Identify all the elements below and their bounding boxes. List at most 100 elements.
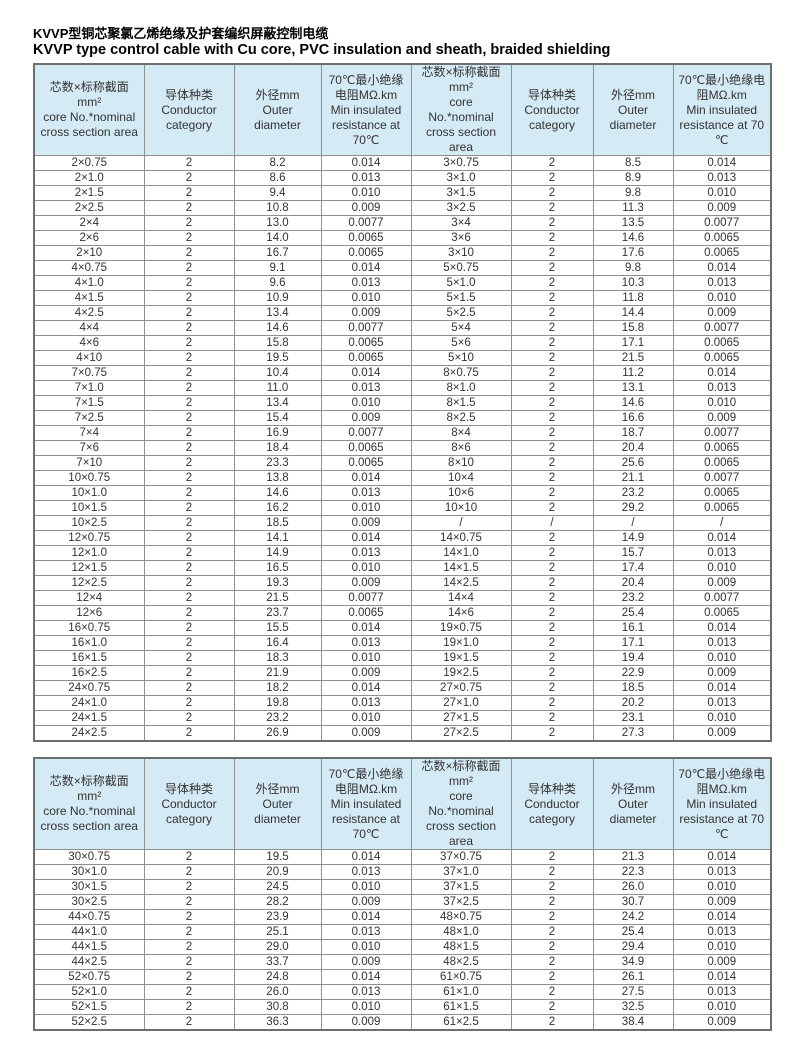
table-cell-conductor-left: 2 — [143, 245, 235, 261]
table-row: 7×1.5 2 13.4 0.010 8×1.5 2 14.6 0.010 — [33, 395, 772, 411]
table-row: 12×6 2 23.7 0.0065 14×6 2 25.4 0.0065 — [33, 605, 772, 621]
table-cell-resistance-right: 0.013 — [672, 984, 772, 1000]
table-cell-diameter-left: 10.4 — [233, 365, 322, 381]
table-cell-resistance-left: 0.010 — [320, 185, 412, 201]
table-cell-resistance-left: 0.0077 — [320, 320, 412, 336]
kvvp-spec-table-1: 芯数×标称截面 mm² core No.*nominal cross secti… — [33, 63, 772, 742]
table-cell-resistance-left: 0.009 — [320, 1014, 412, 1031]
table-cell-core-left: 30×1.5 — [33, 879, 145, 895]
table-cell-diameter-right: 8.5 — [592, 155, 674, 171]
table-cell-conductor-right: / — [510, 515, 594, 531]
table-cell-core-right: 19×1.0 — [410, 635, 512, 651]
table-cell-core-left: 12×2.5 — [33, 575, 145, 591]
table-cell-conductor-right: 2 — [510, 1014, 594, 1031]
table-cell-diameter-left: 19.8 — [233, 695, 322, 711]
table-cell-core-left: 24×1.5 — [33, 710, 145, 726]
table-cell-diameter-right: 11.3 — [592, 200, 674, 216]
table-cell-diameter-right: 38.4 — [592, 1014, 674, 1031]
table-cell-conductor-left: 2 — [143, 969, 235, 985]
table-cell-diameter-right: 14.6 — [592, 395, 674, 411]
table-cell-conductor-right: 2 — [510, 635, 594, 651]
table-cell-resistance-left: 0.0065 — [320, 440, 412, 456]
table-cell-conductor-left: 2 — [143, 320, 235, 336]
table-cell-diameter-right: 17.1 — [592, 335, 674, 351]
table-cell-diameter-left: 29.0 — [233, 939, 322, 955]
table-row: 30×0.75 2 19.5 0.014 37×0.75 2 21.3 0.014 — [33, 849, 772, 865]
table-cell-core-right: 5×1.5 — [410, 290, 512, 306]
table-cell-diameter-left: 9.4 — [233, 185, 322, 201]
table-cell-conductor-left: 2 — [143, 500, 235, 516]
table-cell-diameter-right: 15.8 — [592, 320, 674, 336]
table-cell-diameter-right: 30.7 — [592, 894, 674, 910]
table-cell-core-right: 10×6 — [410, 485, 512, 501]
table-cell-core-right: 37×1.5 — [410, 879, 512, 895]
table-cell-diameter-right: / — [592, 515, 674, 531]
table-row: 4×6 2 15.8 0.0065 5×6 2 17.1 0.0065 — [33, 335, 772, 351]
header-cell-diameter-right: 外径mm Outer diameter — [592, 757, 674, 850]
table-cell-resistance-left: 0.010 — [320, 879, 412, 895]
table-cell-core-left: 4×1.0 — [33, 275, 145, 291]
table-cell-core-left: 44×2.5 — [33, 954, 145, 970]
table-cell-diameter-left: 23.2 — [233, 710, 322, 726]
table-cell-conductor-left: 2 — [143, 909, 235, 925]
table-cell-conductor-right: 2 — [510, 200, 594, 216]
table-cell-resistance-right: 0.009 — [672, 575, 772, 591]
table-cell-diameter-right: 11.8 — [592, 290, 674, 306]
table-cell-diameter-left: 24.5 — [233, 879, 322, 895]
table-cell-resistance-right: 0.0065 — [672, 500, 772, 516]
table-cell-diameter-left: 25.1 — [233, 924, 322, 940]
table-cell-core-right: 61×2.5 — [410, 1014, 512, 1031]
table-cell-resistance-right: 0.0077 — [672, 470, 772, 486]
table-cell-diameter-right: 8.9 — [592, 170, 674, 186]
table-cell-conductor-right: 2 — [510, 650, 594, 666]
table-cell-resistance-left: 0.013 — [320, 545, 412, 561]
table-cell-conductor-right: 2 — [510, 320, 594, 336]
table-cell-diameter-right: 20.2 — [592, 695, 674, 711]
table-cell-diameter-right: 23.1 — [592, 710, 674, 726]
table-cell-diameter-right: 23.2 — [592, 485, 674, 501]
table-cell-resistance-right: 0.014 — [672, 680, 772, 696]
table-cell-diameter-left: 8.2 — [233, 155, 322, 171]
table-cell-conductor-left: 2 — [143, 455, 235, 471]
table-cell-resistance-left: 0.010 — [320, 500, 412, 516]
table-cell-resistance-left: 0.014 — [320, 620, 412, 636]
table-cell-conductor-left: 2 — [143, 635, 235, 651]
table-cell-core-left: 4×4 — [33, 320, 145, 336]
table-cell-resistance-left: 0.009 — [320, 305, 412, 321]
table-cell-resistance-right: 0.013 — [672, 170, 772, 186]
table-cell-conductor-left: 2 — [143, 365, 235, 381]
table-cell-core-left: 12×1.5 — [33, 560, 145, 576]
table-cell-conductor-left: 2 — [143, 879, 235, 895]
table-cell-core-left: 7×4 — [33, 425, 145, 441]
table-cell-resistance-left: 0.013 — [320, 864, 412, 880]
table-cell-conductor-right: 2 — [510, 999, 594, 1015]
table-cell-conductor-right: 2 — [510, 575, 594, 591]
header-cell-diameter-left: 外径mm Outer diameter — [233, 757, 322, 850]
table-cell-conductor-left: 2 — [143, 425, 235, 441]
table-cell-core-left: 10×2.5 — [33, 515, 145, 531]
table-row: 7×0.75 2 10.4 0.014 8×0.75 2 11.2 0.014 — [33, 365, 772, 381]
header-cell-resistance-left: 70℃最小绝缘 电阻MΩ.km Min insulated resistance… — [320, 757, 412, 850]
table-cell-diameter-right: 11.2 — [592, 365, 674, 381]
table-cell-resistance-right: 0.014 — [672, 365, 772, 381]
table-cell-core-left: 7×10 — [33, 455, 145, 471]
table-cell-resistance-left: 0.009 — [320, 515, 412, 531]
table-cell-conductor-right: 2 — [510, 440, 594, 456]
table-cell-resistance-left: 0.0065 — [320, 335, 412, 351]
table-cell-core-right: 19×1.5 — [410, 650, 512, 666]
table-cell-conductor-right: 2 — [510, 560, 594, 576]
table-cell-core-left: 30×2.5 — [33, 894, 145, 910]
table-cell-resistance-left: 0.0077 — [320, 215, 412, 231]
table-cell-diameter-right: 20.4 — [592, 440, 674, 456]
table-cell-resistance-left: 0.014 — [320, 680, 412, 696]
table-cell-conductor-right: 2 — [510, 605, 594, 621]
table-cell-core-right: 37×2.5 — [410, 894, 512, 910]
table-cell-resistance-right: 0.0065 — [672, 455, 772, 471]
kvvp-spec-table-2: 芯数×标称截面 mm² core No.*nominal cross secti… — [33, 757, 772, 1031]
table-row: 30×1.0 2 20.9 0.013 37×1.0 2 22.3 0.013 — [33, 864, 772, 880]
table-cell-diameter-right: 32.5 — [592, 999, 674, 1015]
table-row: 2×1.0 2 8.6 0.013 3×1.0 2 8.9 0.013 — [33, 170, 772, 186]
table-row: 12×1.5 2 16.5 0.010 14×1.5 2 17.4 0.010 — [33, 560, 772, 576]
table-cell-diameter-left: 16.5 — [233, 560, 322, 576]
table-cell-diameter-right: 22.9 — [592, 665, 674, 681]
